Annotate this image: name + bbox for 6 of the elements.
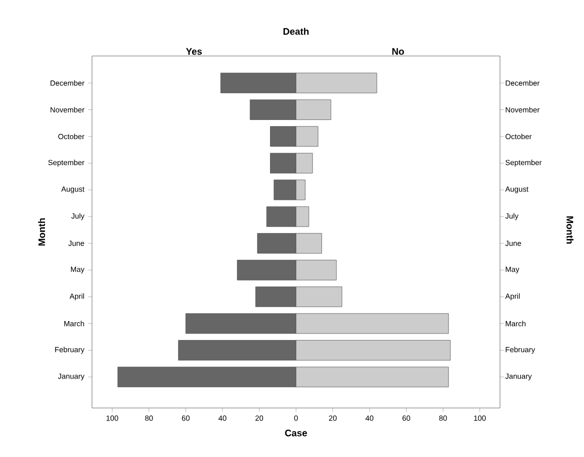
- legend-title: Death: [284, 28, 309, 35]
- text: No: [392, 48, 404, 55]
- y2-axis-title: Month: [566, 216, 574, 244]
- text: Yes: [186, 48, 202, 55]
- x-axis-title: Case: [285, 430, 307, 436]
- y-axis-title: Month: [38, 218, 46, 246]
